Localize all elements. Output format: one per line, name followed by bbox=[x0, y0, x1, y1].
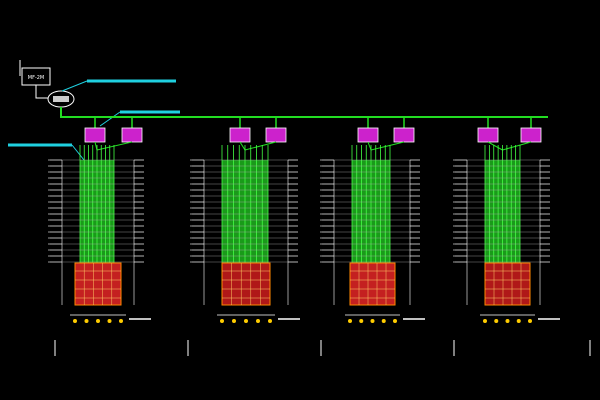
unit-box bbox=[393, 127, 415, 143]
bus-line bbox=[60, 107, 548, 118]
grid-bubble bbox=[494, 319, 499, 323]
grid-bubble bbox=[119, 319, 123, 323]
grid-bubble bbox=[244, 319, 248, 323]
leader bbox=[61, 80, 88, 92]
grid-bubble bbox=[505, 319, 510, 323]
unit-box bbox=[520, 127, 542, 143]
podium bbox=[74, 262, 122, 306]
grid-bubble bbox=[232, 319, 236, 323]
unit-box bbox=[357, 127, 379, 143]
leader bbox=[71, 144, 85, 161]
unit-wire bbox=[370, 141, 405, 151]
towers bbox=[48, 117, 591, 356]
unit-box bbox=[265, 127, 287, 143]
grid-bubble bbox=[393, 319, 397, 323]
grid-bubble bbox=[256, 319, 260, 323]
grid-bubble bbox=[381, 319, 386, 323]
unit-wire bbox=[96, 141, 133, 151]
leader bbox=[99, 111, 121, 127]
grid-bubble bbox=[73, 319, 77, 323]
podium bbox=[221, 262, 271, 306]
unit-box bbox=[229, 127, 251, 143]
unit-box bbox=[477, 127, 499, 143]
hub-unit bbox=[53, 96, 69, 102]
grid-bubble bbox=[348, 319, 352, 323]
grid-bubble bbox=[516, 319, 521, 323]
unit-wire bbox=[239, 141, 246, 151]
unit-box bbox=[121, 127, 143, 143]
grid-bubble bbox=[107, 319, 112, 323]
device-label: MF-2M bbox=[28, 75, 45, 81]
unit-wire bbox=[367, 141, 372, 151]
podium bbox=[484, 262, 531, 306]
grid-bubble bbox=[483, 319, 487, 323]
grid-bubble bbox=[528, 319, 532, 323]
grid-bubble bbox=[84, 319, 89, 323]
grid-bubble bbox=[220, 319, 224, 323]
grid-bubble bbox=[96, 319, 100, 323]
unit-box bbox=[84, 127, 106, 143]
grid-bubble bbox=[268, 319, 272, 323]
grid-bubble bbox=[359, 319, 364, 323]
device-wire bbox=[35, 85, 48, 99]
unit-wire bbox=[244, 141, 277, 151]
podium bbox=[349, 262, 396, 306]
unit-wire bbox=[487, 141, 503, 151]
grid-bubble bbox=[370, 319, 375, 323]
